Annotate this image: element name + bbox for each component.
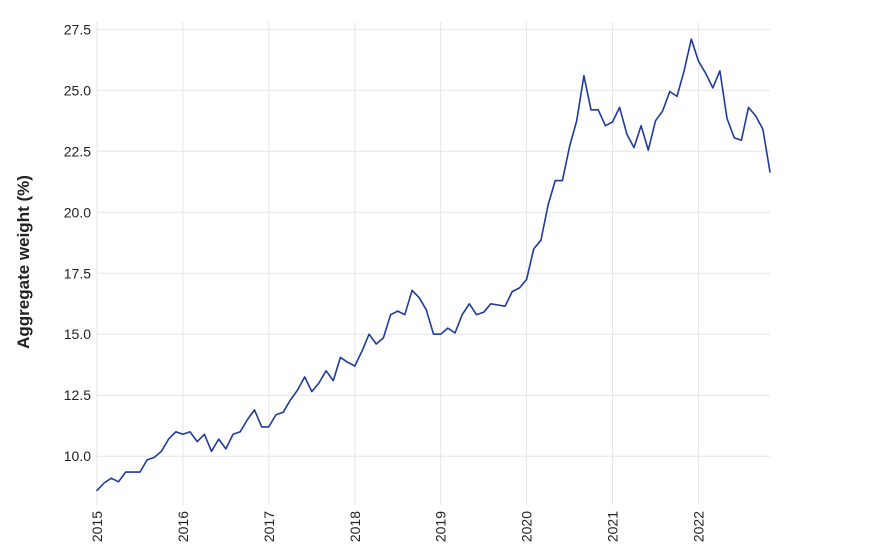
x-tick-label: 2022 [690,511,706,542]
x-tick-label: 2017 [261,511,277,542]
y-tick-label: 10.0 [64,448,91,464]
y-axis-title: Aggregate weight (%) [14,175,33,349]
series-line [96,38,771,492]
y-tick-label: 22.5 [64,143,91,159]
x-tick-label: 2015 [89,511,105,542]
x-tick-label: 2020 [519,511,535,542]
x-tick-label: 2019 [433,511,449,542]
x-tick-label: 2018 [347,511,363,542]
x-tick-label: 2016 [175,511,191,542]
y-tick-label: 20.0 [64,204,91,220]
y-tick-label: 12.5 [64,387,91,403]
x-axis-tick-labels: 2015 2016 2017 2018 2019 2020 2021 2022 [89,511,706,542]
y-tick-label: 25.0 [64,82,91,98]
gridlines [96,22,770,505]
y-tick-label: 15.0 [64,326,91,342]
series-layer [96,38,771,492]
x-tick-label: 2021 [605,511,621,542]
y-axis-tick-labels: 10.0 12.5 15.0 17.5 20.0 22.5 25.0 27.5 [64,21,91,464]
y-tick-label: 17.5 [64,265,91,281]
y-tick-label: 27.5 [64,21,91,37]
